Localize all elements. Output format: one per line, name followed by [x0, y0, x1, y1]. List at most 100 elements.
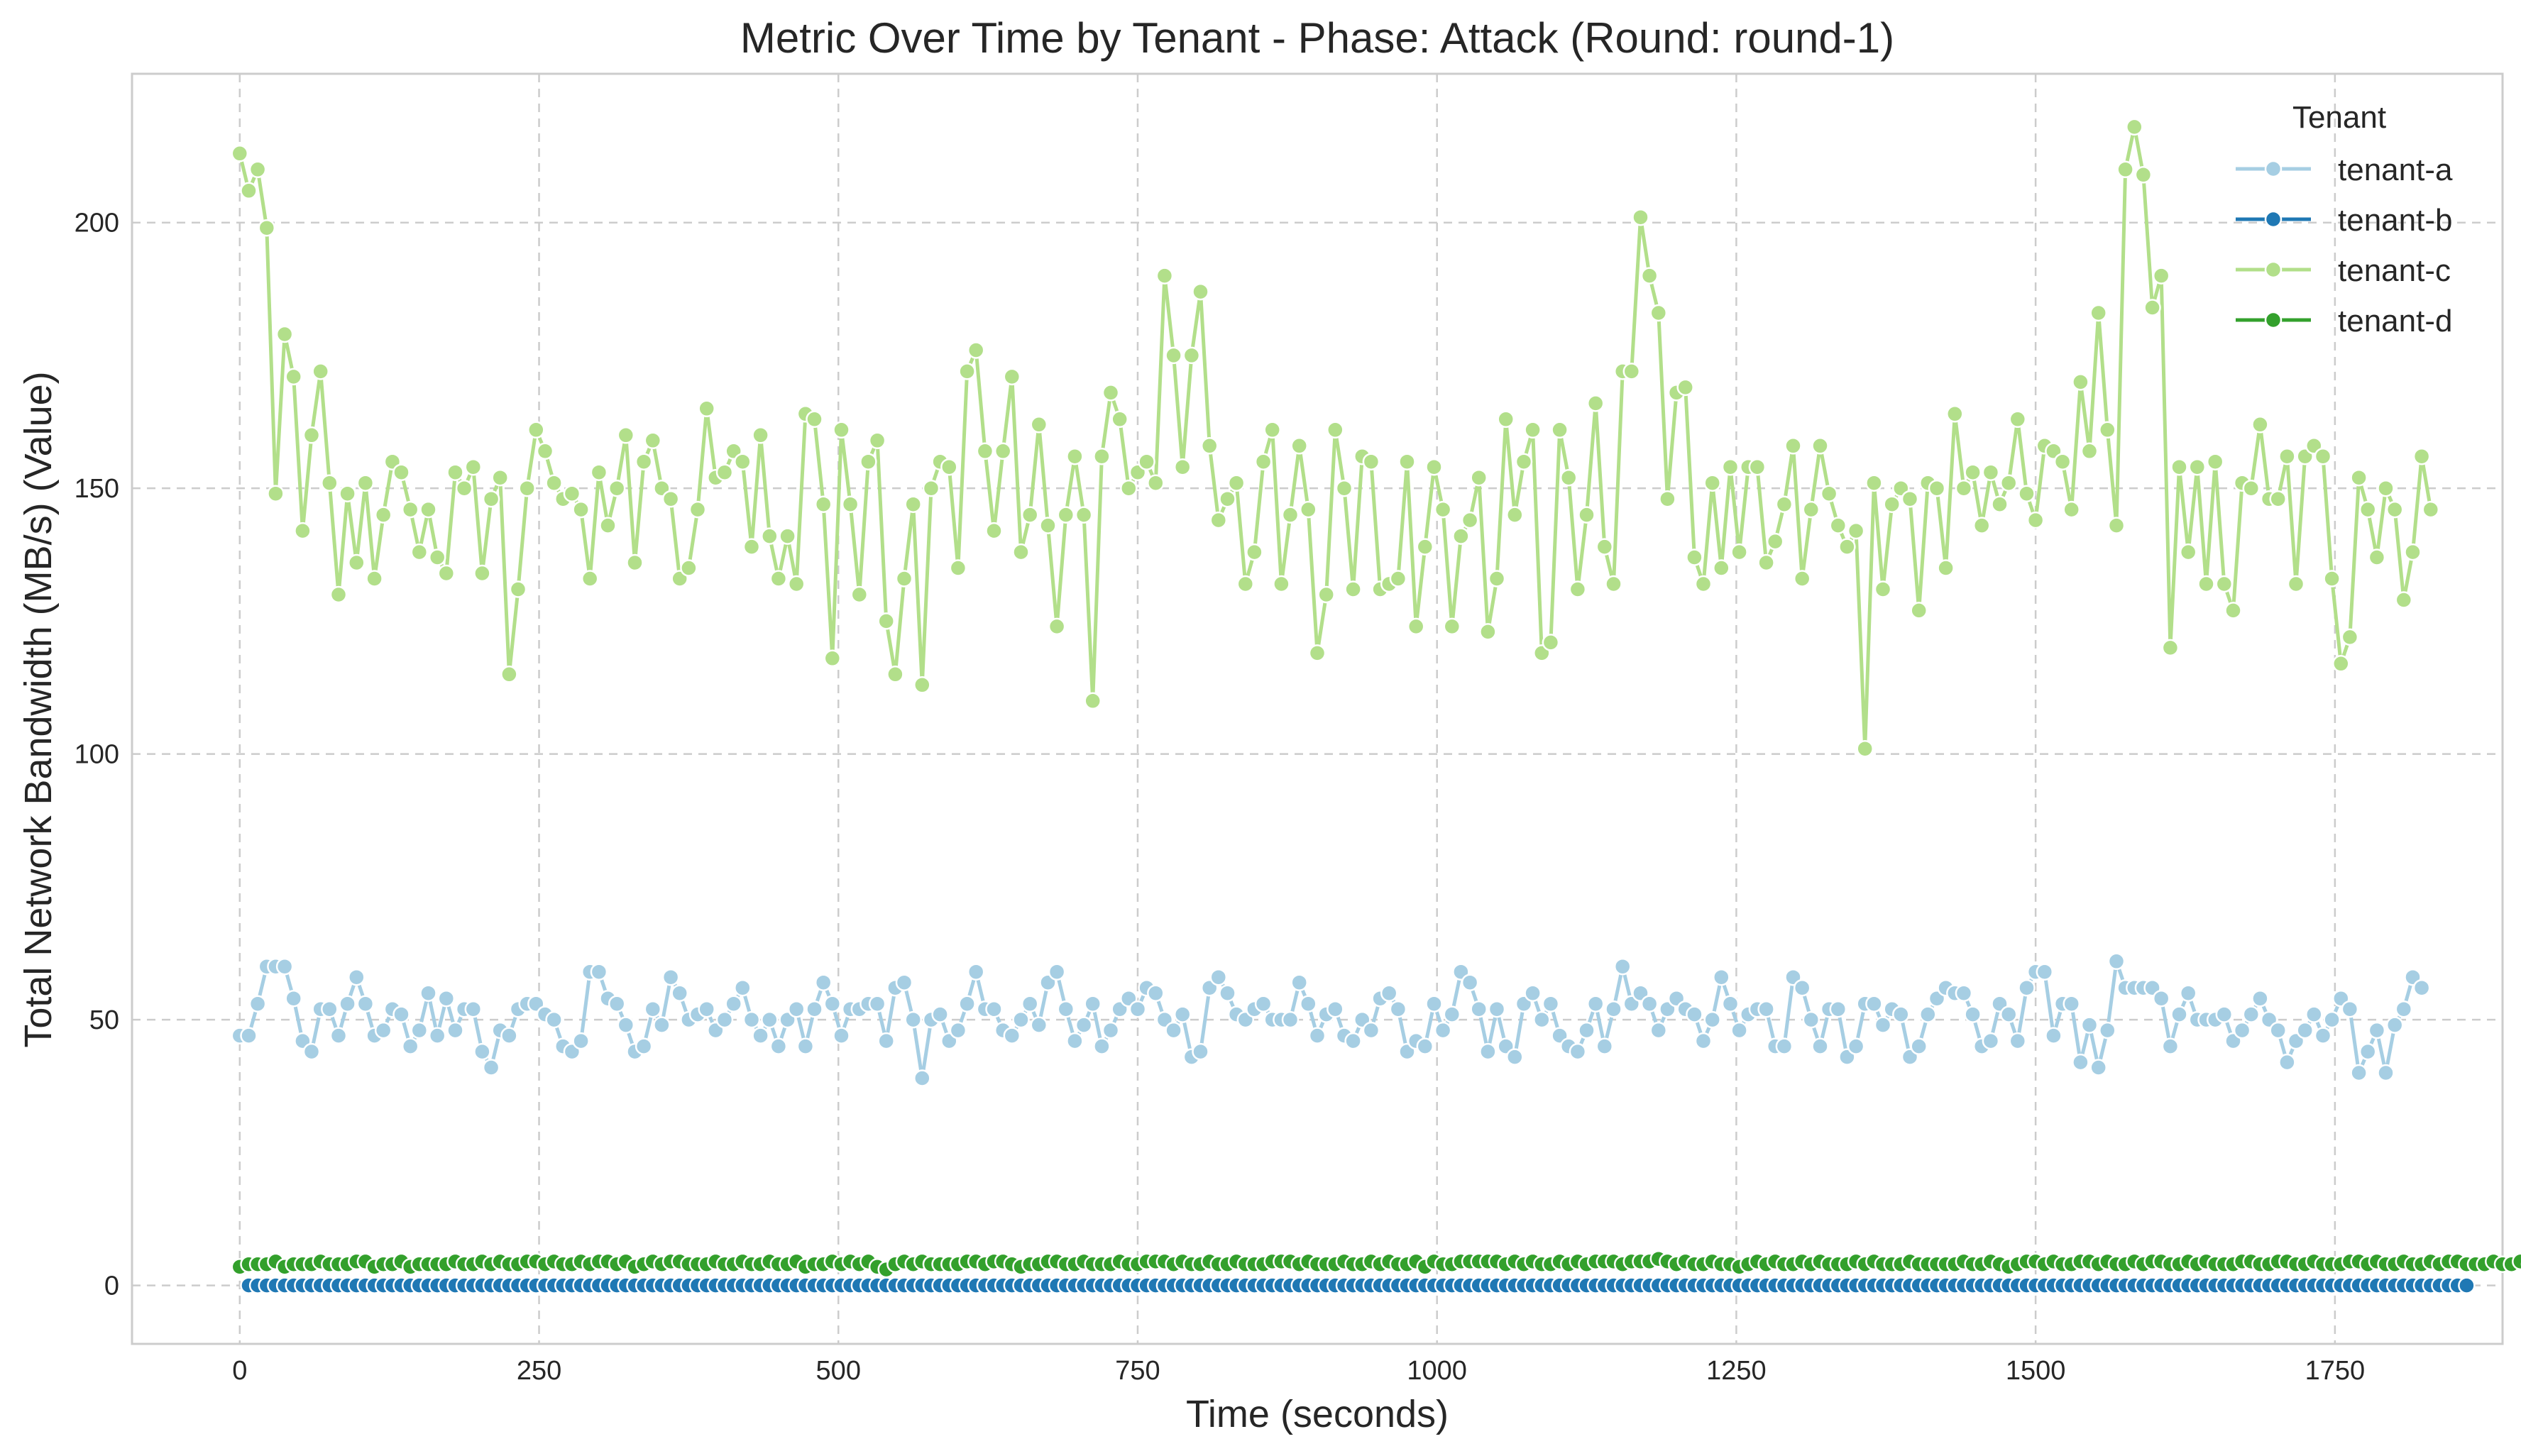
data-point	[275, 957, 294, 976]
data-point	[1246, 543, 1263, 561]
data-point	[581, 570, 599, 588]
data-point	[2296, 1021, 2314, 1039]
data-point	[904, 495, 922, 513]
data-point	[2026, 511, 2045, 529]
data-point	[922, 479, 940, 497]
legend-title: Tenant	[2292, 100, 2386, 135]
data-point	[1982, 463, 2000, 481]
data-point	[1578, 1021, 1595, 1039]
data-point	[2314, 447, 2332, 465]
data-point	[1757, 553, 1775, 572]
data-point	[1551, 421, 1569, 439]
data-point	[1030, 416, 1048, 434]
data-point	[2152, 989, 2170, 1008]
data-point	[895, 570, 913, 588]
data-point	[1192, 282, 1209, 301]
data-point	[2152, 267, 2170, 285]
data-point	[1219, 490, 1236, 508]
series-tenant-d	[231, 1250, 2521, 1279]
data-point	[617, 1016, 635, 1034]
data-point	[545, 1010, 563, 1029]
data-point	[1847, 1037, 1865, 1055]
data-point	[1308, 1027, 1327, 1044]
data-point	[2009, 410, 2027, 429]
data-point	[1991, 495, 2009, 513]
data-point	[868, 995, 886, 1013]
legend-label: tenant-d	[2338, 304, 2452, 338]
data-point	[1578, 506, 1595, 524]
data-point	[2107, 517, 2126, 534]
data-point	[895, 974, 913, 991]
data-point	[985, 522, 1003, 540]
data-point	[1012, 1010, 1030, 1029]
data-point	[366, 570, 383, 588]
data-point	[985, 1000, 1003, 1018]
legend: Tenant tenant-a tenant-b tenant-c tenant-d	[2236, 100, 2453, 338]
data-point	[2018, 978, 2036, 997]
data-point	[1227, 474, 1246, 492]
data-point	[1425, 458, 1443, 476]
data-point	[1793, 570, 1811, 588]
data-point	[1389, 570, 1407, 588]
data-point	[1461, 511, 1479, 529]
data-point	[419, 984, 437, 1002]
data-point	[1362, 453, 1380, 470]
data-point	[2053, 453, 2072, 470]
y-axis-label: Total Network Bandwidth (MB/s) (Value)	[17, 371, 60, 1047]
legend-item-tenant-c: tenant-c	[2236, 253, 2451, 288]
data-point	[240, 1027, 258, 1044]
data-point	[1165, 346, 1182, 365]
data-point	[976, 442, 994, 460]
legend-item-tenant-d: tenant-d	[2236, 304, 2452, 338]
data-point	[1479, 623, 1497, 641]
data-point	[312, 363, 329, 380]
data-point	[1443, 1005, 1461, 1023]
data-point	[2179, 543, 2197, 561]
data-point	[1327, 1000, 1344, 1018]
data-point	[2251, 989, 2269, 1008]
data-point	[1425, 995, 1443, 1013]
data-point	[661, 490, 680, 508]
data-point	[285, 989, 302, 1008]
data-point	[958, 363, 976, 380]
data-point	[1093, 1037, 1111, 1055]
data-point	[1542, 634, 1560, 651]
data-point	[2099, 1021, 2116, 1039]
data-point	[2395, 591, 2413, 609]
y-tick-label: 0	[104, 1272, 119, 1301]
data-point	[2126, 118, 2143, 136]
data-point	[599, 517, 617, 534]
data-point	[833, 1027, 850, 1044]
x-tick-label: 1250	[1706, 1356, 1767, 1386]
data-point	[1595, 538, 1614, 556]
data-point	[1811, 437, 1829, 455]
data-point	[1021, 506, 1039, 524]
data-point	[536, 442, 554, 460]
data-point	[482, 1059, 500, 1076]
data-point	[2072, 373, 2089, 391]
data-point	[2161, 639, 2180, 657]
legend-label: tenant-a	[2338, 153, 2453, 187]
data-point	[1694, 1032, 1713, 1050]
data-point	[509, 580, 527, 598]
data-point	[1586, 395, 1605, 412]
data-point	[446, 463, 464, 481]
data-point	[886, 666, 904, 683]
data-point	[1515, 453, 1533, 470]
data-point	[1686, 548, 1703, 566]
data-point	[1838, 538, 1856, 556]
data-point	[1865, 474, 1883, 492]
data-point	[2188, 458, 2207, 476]
chart-title: Metric Over Time by Tenant - Phase: Atta…	[740, 14, 1894, 62]
data-point	[1748, 458, 1767, 476]
data-point	[2063, 500, 2080, 519]
data-point	[2341, 1000, 2359, 1018]
data-point	[590, 463, 608, 481]
data-point	[2287, 575, 2305, 593]
data-point	[2404, 543, 2422, 561]
data-point	[1030, 1016, 1048, 1034]
data-point	[940, 458, 958, 476]
data-point	[2170, 1005, 2188, 1023]
y-tick-label: 200	[75, 209, 119, 238]
data-point	[1694, 575, 1713, 593]
